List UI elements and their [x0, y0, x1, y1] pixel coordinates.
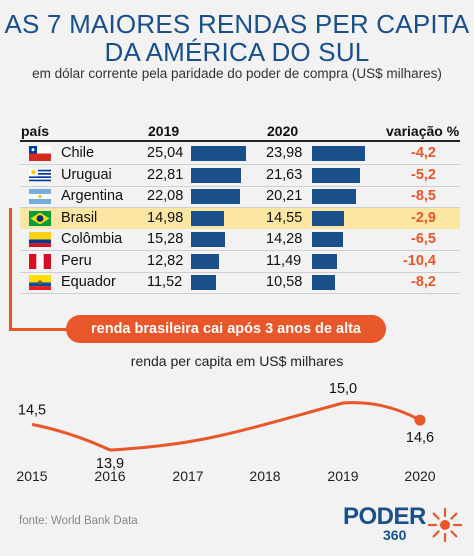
bar-2019	[191, 253, 220, 269]
data-label: 13,9	[96, 456, 124, 472]
country-name: Peru	[61, 252, 92, 269]
x-tick-label: 2018	[249, 468, 280, 484]
bar-2019	[191, 146, 246, 161]
page-title-line1: AS 7 MAIORES RENDAS PER CAPITA	[4, 9, 470, 39]
argentina-flag-icon	[29, 189, 51, 204]
header-divider	[20, 140, 460, 142]
source-note: fonte: World Bank Data	[19, 515, 138, 527]
value-2020: 23,98	[266, 145, 303, 161]
x-tick-label: 2015	[16, 468, 47, 484]
variation-value: -4,2	[411, 145, 436, 161]
variation-value: -6,5	[411, 231, 436, 247]
data-label: 14,5	[18, 402, 46, 418]
line-chart: 14,5 13,9 15,0 14,6 2015 2016 2017 2018 2019 2020	[16, 381, 435, 484]
table-row: Equador 11,52 10,58 -8,2	[20, 272, 460, 294]
value-2020: 20,21	[266, 188, 303, 204]
value-2019: 12,82	[147, 252, 184, 269]
bar-2020	[312, 189, 357, 204]
variation-value: -8,2	[411, 274, 436, 290]
page-subtitle: em dólar corrente pela paridade do poder…	[32, 66, 442, 81]
callout-pill: renda brasileira cai após 3 anos de alta	[66, 315, 386, 343]
variation-value: -2,9	[411, 209, 436, 226]
bar-2020	[312, 275, 336, 290]
bar-2019	[191, 167, 242, 183]
colombia-flag-icon	[29, 232, 51, 247]
brazil-flag-icon	[29, 210, 51, 226]
table-row: Argentina 22,08 20,21 -8,5	[20, 186, 460, 208]
callout-vertical-connector	[9, 208, 12, 330]
data-label: 14,6	[406, 430, 434, 446]
bar-2020	[312, 232, 344, 247]
country-name: Chile	[61, 145, 95, 161]
series-line	[31, 401, 421, 452]
value-2019: 22,81	[147, 166, 184, 183]
country-name: Brasil	[61, 209, 98, 226]
end-point-marker	[414, 414, 426, 426]
chile-flag-icon	[29, 146, 51, 161]
table-row: Brasil 14,98 14,55 -2,9	[20, 207, 460, 229]
column-header-2019: 2019	[148, 123, 180, 139]
callout-horizontal-connector	[9, 328, 69, 331]
value-2019: 15,28	[147, 231, 184, 247]
value-2019: 25,04	[147, 145, 184, 161]
page-title-line2: DA AMÉRICA DO SUL	[104, 37, 370, 67]
value-2020: 21,63	[266, 166, 303, 183]
x-tick-label: 2017	[172, 468, 203, 484]
country-name: Equador	[61, 274, 116, 290]
bar-2020	[312, 167, 360, 183]
ecuador-flag-icon	[29, 275, 51, 290]
table-row: Uruguai 22,81 21,63 -5,2	[20, 165, 460, 187]
table-row: Chile 25,04 23,98 -4,2	[20, 143, 460, 165]
bar-2019	[191, 275, 217, 290]
x-tick-label: 2020	[404, 468, 435, 484]
country-name: Colômbia	[61, 231, 123, 247]
x-tick-label: 2016	[94, 468, 125, 484]
data-label: 15,0	[329, 381, 357, 397]
table-row: Peru 12,82 11,49 -10,4	[20, 251, 460, 273]
value-2020: 11,49	[266, 252, 302, 269]
value-2019: 11,52	[147, 274, 183, 290]
logo-wordmark: PODER	[343, 503, 426, 530]
variation-value: -10,4	[402, 252, 436, 269]
peru-flag-icon	[29, 253, 51, 269]
table-row: Colômbia 15,28 14,28 -6,5	[20, 229, 460, 251]
country-name: Argentina	[61, 188, 124, 204]
variation-value: -5,2	[411, 166, 436, 183]
country-name: Uruguai	[61, 166, 112, 183]
value-2019: 14,98	[147, 209, 184, 226]
value-2019: 22,08	[147, 188, 184, 204]
value-2020: 14,28	[266, 231, 303, 247]
bar-2019	[191, 189, 240, 204]
bar-2020	[312, 146, 365, 161]
variation-value: -8,5	[411, 188, 436, 204]
value-2020: 10,58	[266, 274, 303, 290]
line-chart-title: renda per capita em US$ milhares	[130, 353, 344, 369]
column-header-2020: 2020	[267, 123, 299, 139]
sunburst-icon	[427, 507, 463, 543]
x-tick-label: 2019	[327, 468, 358, 484]
column-header-variation: variação %	[386, 123, 460, 139]
uruguay-flag-icon	[29, 167, 51, 183]
value-2020: 14,55	[266, 209, 303, 226]
bar-2019	[191, 232, 225, 247]
bar-2020	[312, 210, 344, 226]
bar-2020	[312, 253, 338, 269]
column-header-country: país	[21, 123, 50, 139]
logo-number: 360	[383, 527, 407, 543]
poder360-logo: PODER 360	[343, 503, 463, 549]
bar-2019	[191, 210, 224, 226]
